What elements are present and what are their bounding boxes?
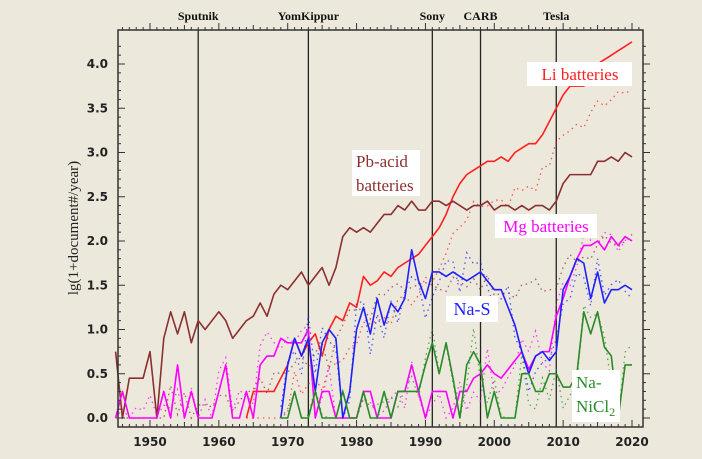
y-tick-label: 1.5 <box>87 278 108 292</box>
event-label: YomKippur <box>278 9 340 23</box>
label-mg: Mg batteries <box>495 214 597 238</box>
y-tick-label: 4.0 <box>87 57 108 71</box>
label-pb-line1: Pb-acid <box>356 152 408 171</box>
label-li-text: Li batteries <box>542 65 619 84</box>
data-series <box>114 41 633 421</box>
x-tick-label: 1980 <box>340 435 373 449</box>
dotted-series <box>280 250 633 419</box>
label-nas-text: Na-S <box>454 299 491 319</box>
y-axis-label: lg(1+document#/year) <box>66 161 82 295</box>
series-line <box>114 151 633 419</box>
series-line <box>114 235 633 419</box>
plot-frame <box>117 29 644 428</box>
y-tick-label: 3.0 <box>87 146 108 160</box>
label-nanicl2-line1: Na- <box>576 373 602 392</box>
x-tick-label: 1970 <box>271 435 304 449</box>
y-tick-label: 2.0 <box>87 234 108 248</box>
label-nanicl2-line2: NiCl2 <box>576 397 615 419</box>
x-tick-label: 2020 <box>615 435 648 449</box>
dotted-series <box>115 231 633 421</box>
event-label: CARB <box>464 9 498 23</box>
x-tick-label: 1990 <box>409 435 442 449</box>
axes: 1950 1960 1970 1980 1990 2000 2010 2020 0.0 0.5 1.… <box>87 23 650 449</box>
label-li: Li batteries <box>527 62 632 86</box>
series-line <box>280 249 633 419</box>
y-tick-label: 1.0 <box>87 323 108 337</box>
label-nas: Na-S <box>446 296 498 322</box>
y-tick-label: 0.5 <box>87 367 108 381</box>
y-tick-label: 2.5 <box>87 190 108 204</box>
x-tick-label: 1950 <box>133 435 166 449</box>
dotted-series <box>246 89 633 419</box>
label-pb-line2: batteries <box>356 176 414 195</box>
y-tick-label: 3.5 <box>87 101 108 115</box>
x-tick-label: 2010 <box>546 435 579 449</box>
label-pb: Pb-acid batteries <box>352 150 420 196</box>
x-tick-label: 2000 <box>478 435 511 449</box>
label-nanicl2: Na- NiCl2 <box>572 370 620 422</box>
label-mg-text: Mg batteries <box>503 217 588 236</box>
y-tick-label: 0.0 <box>87 411 108 425</box>
series-line <box>245 41 633 419</box>
event-label: Tesla <box>543 9 569 23</box>
event-label: Sony <box>420 9 445 23</box>
x-tick-label: 1960 <box>202 435 235 449</box>
event-label: Sputnik <box>178 9 219 23</box>
